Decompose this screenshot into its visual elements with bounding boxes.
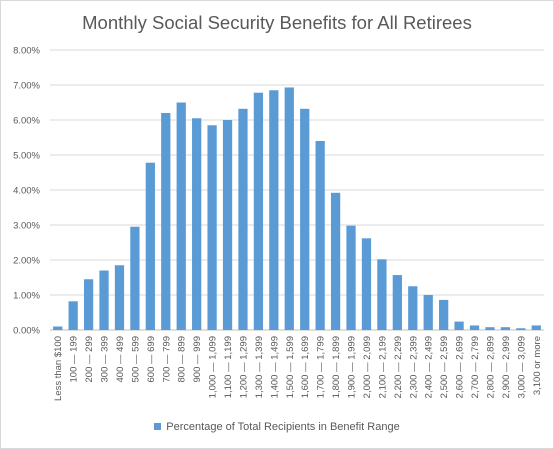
y-tick-label: 3.00% [13, 221, 40, 232]
x-tick-label: 1,000 — 1,099 [208, 336, 219, 398]
x-tick-label: 1,400 — 1,499 [269, 336, 280, 398]
y-tick-label: 1.00% [13, 291, 40, 302]
bar [53, 326, 63, 330]
bar [130, 226, 140, 330]
x-tick-label: 1,800 — 1,899 [331, 336, 342, 398]
x-tick-label: 2,300 — 2,399 [408, 336, 419, 398]
bar [161, 113, 171, 330]
y-tick-label: 8.00% [13, 46, 40, 57]
x-tick-label: 2,100 — 2,199 [377, 336, 388, 398]
x-tick-label: 3,100 or more [532, 336, 543, 395]
bar [83, 279, 94, 330]
chart-title: Monthly Social Security Benefits for All… [82, 12, 472, 33]
bar [284, 87, 294, 330]
bar [145, 162, 155, 330]
x-tick-label: 1,200 — 1,299 [238, 336, 249, 398]
y-tick-label: 7.00% [13, 81, 40, 92]
x-tick-label: 2,900 — 2,999 [501, 336, 512, 398]
x-tick-label: 1,300 — 1,399 [254, 336, 265, 398]
bar [439, 299, 449, 330]
bar [454, 321, 464, 330]
y-tick-label: 4.00% [13, 186, 40, 197]
legend-swatch [154, 423, 162, 430]
bar [315, 141, 325, 330]
x-tick-label: 300 — 399 [100, 336, 111, 382]
x-tick-label: Less than $100 [53, 336, 64, 401]
x-tick-label: 2,700 — 2,799 [470, 336, 481, 398]
y-tick-label: 2.00% [13, 256, 40, 267]
x-tick-label: 200 — 299 [84, 336, 95, 382]
legend: Percentage of Total Recipients in Benefi… [1, 421, 553, 433]
x-tick-label: 2,000 — 2,099 [362, 336, 373, 398]
x-tick-label: 1,600 — 1,699 [300, 336, 311, 398]
bar [114, 265, 125, 330]
x-tick-label: 1,500 — 1,599 [285, 336, 296, 398]
x-tick-label: 100 — 199 [69, 336, 80, 382]
x-tick-label: 1,700 — 1,799 [316, 336, 327, 398]
x-tick-label: 2,800 — 2,899 [485, 336, 496, 398]
bar [377, 259, 387, 330]
y-tick-label: 6.00% [13, 116, 40, 127]
bar [500, 327, 511, 330]
y-tick-label: 5.00% [13, 151, 40, 162]
bar [531, 325, 541, 330]
x-tick-label: 1,100 — 1,199 [223, 336, 234, 398]
bar [469, 325, 480, 330]
x-tick-label: 400 — 499 [115, 336, 126, 382]
bar [516, 328, 526, 330]
bar [485, 327, 495, 330]
x-tick-label: 800 — 899 [177, 336, 188, 382]
bar [346, 225, 356, 330]
bar [330, 192, 341, 330]
bar [253, 92, 264, 330]
x-tick-label: 1,900 — 1,999 [347, 336, 358, 398]
bar [238, 108, 248, 330]
bar [222, 120, 233, 330]
x-tick-label: 600 — 699 [146, 336, 157, 382]
bar [408, 286, 418, 330]
bar [300, 108, 310, 330]
bar [99, 270, 109, 330]
x-tick-label: 2,400 — 2,499 [424, 336, 435, 398]
bar [68, 301, 78, 330]
bar [361, 238, 372, 330]
x-tick-label: 700 — 799 [161, 336, 172, 382]
legend-label: Percentage of Total Recipients in Benefi… [166, 421, 400, 433]
x-tick-label: 2,500 — 2,599 [439, 336, 450, 398]
x-tick-label: 2,200 — 2,299 [393, 336, 404, 398]
bar [207, 125, 217, 330]
y-tick-label: 0.00% [13, 326, 40, 337]
x-tick-label: 3,000 — 3,099 [516, 336, 527, 398]
x-tick-label: 500 — 599 [130, 336, 141, 382]
bar [192, 118, 202, 330]
bar [423, 295, 433, 330]
bar [269, 90, 279, 330]
bar [392, 275, 402, 330]
bar [176, 102, 186, 330]
x-tick-label: 2,600 — 2,699 [455, 336, 466, 398]
x-tick-label: 900 — 999 [192, 336, 203, 382]
